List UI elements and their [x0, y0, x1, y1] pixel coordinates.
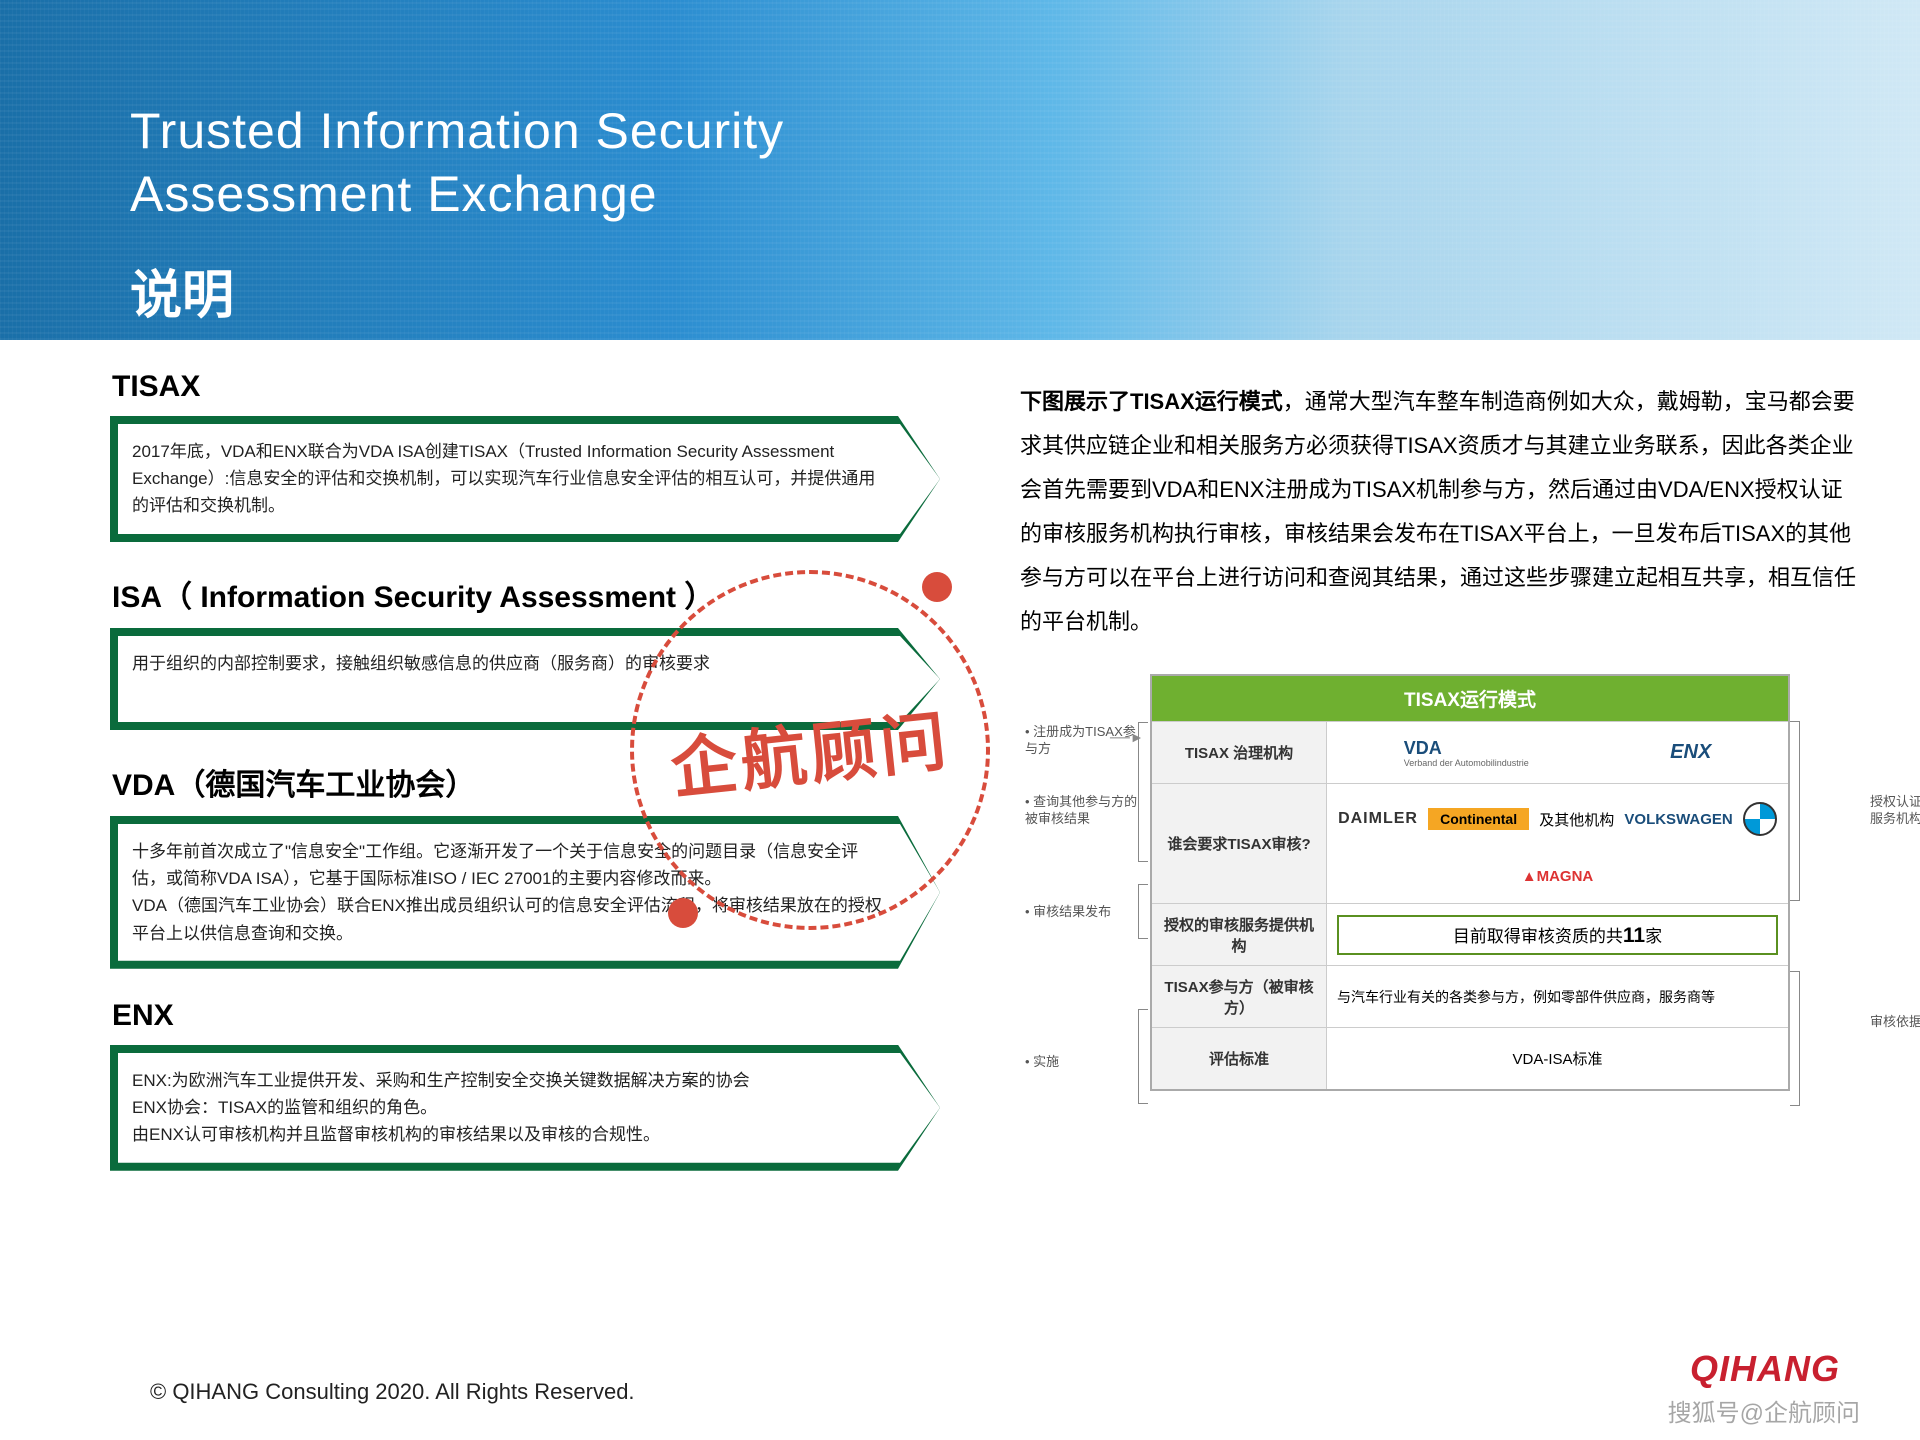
- bracket-right-2: [1790, 971, 1800, 1106]
- banner: Trusted Information Security Assessment …: [0, 0, 1920, 340]
- row-content-requesters: DAIMLER Continental 及其他机构 VOLKSWAGEN ▲MA…: [1327, 784, 1788, 903]
- footer: © QIHANG Consulting 2020. All Rights Res…: [0, 1379, 1920, 1405]
- section-title-isa: ISA（ Information Security Assessment ）: [112, 572, 950, 616]
- auditor-highlight: 目前取得审核资质的共11家: [1337, 915, 1778, 955]
- arrow-body-isa: 用于组织的内部控制要求，接触组织敏感信息的供应商（服务商）的审核要求: [118, 636, 940, 722]
- annot-audit-basis: 审核依据: [1870, 1014, 1920, 1031]
- diagram-header: TISAX运行模式: [1152, 676, 1788, 721]
- logo-magna: ▲MAGNA: [1522, 868, 1594, 885]
- row-label-standard: 评估标准: [1152, 1028, 1327, 1089]
- row-label-requesters: 谁会要求TISAX审核?: [1152, 784, 1327, 903]
- row-label-governance: TISAX 治理机构: [1152, 722, 1327, 783]
- vda-body-1: 十多年前首次成立了"信息安全"工作组。它逐渐开发了一个关于信息安全的问题目录（信…: [132, 842, 858, 888]
- diagram-row-participants: TISAX参与方（被审核方） 与汽车行业有关的各类参与方，例如零部件供应商，服务…: [1152, 965, 1788, 1027]
- bracket-left-2: [1138, 884, 1148, 939]
- row-content-standard: VDA-ISA标准: [1327, 1028, 1788, 1089]
- annot-implement: 实施: [1025, 1054, 1140, 1071]
- row-content-participants: 与汽车行业有关的各类参与方，例如零部件供应商，服务商等: [1327, 966, 1788, 1027]
- annot-query: 查询其他参与方的被审核结果: [1025, 794, 1140, 828]
- right-column: 下图展示了TISAX运行模式，通常大型汽车整车制造商例如大众，戴姆勒，宝马都会要…: [1020, 370, 1860, 1201]
- section-title-vda: VDA（德国汽车工业协会）: [112, 760, 950, 804]
- content-area: TISAX 2017年底，VDA和ENX联合为VDA ISA创建TISAX（Tr…: [0, 340, 1920, 1201]
- section-title-tisax: TISAX: [112, 370, 950, 404]
- enx-body-3: 由ENX认可审核机构并且监督审核机构的审核结果以及审核的合规性。: [132, 1125, 660, 1144]
- logo-continental: Continental: [1428, 808, 1529, 830]
- diagram-row-auditors: 授权的审核服务提供机构 目前取得审核资质的共11家: [1152, 903, 1788, 965]
- bracket-left-1: [1138, 722, 1148, 862]
- annot-publish: 审核结果发布: [1025, 904, 1140, 921]
- row-label-participants: TISAX参与方（被审核方）: [1152, 966, 1327, 1027]
- sohu-watermark: 搜狐号@企航顾问: [1668, 1393, 1860, 1428]
- row-label-auditors: 授权的审核服务提供机构: [1152, 904, 1327, 965]
- arrow-box-isa: 用于组织的内部控制要求，接触组织敏感信息的供应商（服务商）的审核要求: [110, 628, 940, 730]
- annot-auth-audit: 授权认证的审核服务机构: [1870, 794, 1920, 828]
- section-tisax: TISAX 2017年底，VDA和ENX联合为VDA ISA创建TISAX（Tr…: [110, 370, 950, 542]
- row-content-auditors: 目前取得审核资质的共11家: [1327, 904, 1788, 965]
- section-enx: ENX ENX:为欧洲汽车工业提供开发、采购和生产控制安全交换关键数据解决方案的…: [110, 999, 950, 1171]
- logo-daimler: DAIMLER: [1338, 810, 1418, 828]
- left-column: TISAX 2017年底，VDA和ENX联合为VDA ISA创建TISAX（Tr…: [110, 370, 950, 1201]
- right-paragraph-body: ，通常大型汽车整车制造商例如大众，戴姆勒，宝马都会要求其供应链企业和相关服务方必…: [1020, 389, 1856, 634]
- arrow-box-vda: 十多年前首次成立了"信息安全"工作组。它逐渐开发了一个关于信息安全的问题目录（信…: [110, 816, 940, 969]
- enx-body-1: ENX:为欧洲汽车工业提供开发、采购和生产控制安全交换关键数据解决方案的协会: [132, 1071, 750, 1090]
- highlight-post: 家: [1645, 927, 1662, 946]
- section-title-enx: ENX: [112, 999, 950, 1033]
- logo-enx: ENX: [1670, 741, 1711, 764]
- row-content-governance: VDA Verband der Automobilindustrie ENX: [1327, 722, 1788, 783]
- bracket-right-1: [1790, 721, 1800, 901]
- banner-title-line2: Assessment Exchange: [130, 166, 658, 222]
- bracket-left-3: [1138, 1009, 1148, 1104]
- tisax-diagram: 注册成为TISAX参与方 ──► 查询其他参与方的被审核结果 审核结果发布 实施…: [1020, 674, 1860, 1091]
- arrow-body-enx: ENX:为欧洲汽车工业提供开发、采购和生产控制安全交换关键数据解决方案的协会 E…: [118, 1053, 940, 1163]
- section-vda: VDA（德国汽车工业协会） 十多年前首次成立了"信息安全"工作组。它逐渐开发了一…: [110, 760, 950, 969]
- highlight-pre: 目前取得审核资质的共: [1453, 927, 1623, 946]
- enx-body-2: ENX协会：TISAX的监管和组织的角色。: [132, 1098, 437, 1117]
- copyright-text: © QIHANG Consulting 2020. All Rights Res…: [150, 1379, 1920, 1405]
- banner-title: Trusted Information Security Assessment …: [130, 100, 1920, 225]
- banner-subtitle: 说明: [130, 253, 1920, 328]
- arrow-box-enx: ENX:为欧洲汽车工业提供开发、采购和生产控制安全交换关键数据解决方案的协会 E…: [110, 1045, 940, 1171]
- qihang-logo: QIHANG: [1690, 1348, 1840, 1390]
- right-paragraph: 下图展示了TISAX运行模式，通常大型汽车整车制造商例如大众，戴姆勒，宝马都会要…: [1020, 380, 1860, 644]
- diagram-row-governance: TISAX 治理机构 VDA Verband der Automobilindu…: [1152, 721, 1788, 783]
- arrow-box-tisax: 2017年底，VDA和ENX联合为VDA ISA创建TISAX（Trusted …: [110, 416, 940, 542]
- arrow-body-vda: 十多年前首次成立了"信息安全"工作组。它逐渐开发了一个关于信息安全的问题目录（信…: [118, 824, 940, 961]
- banner-title-line1: Trusted Information Security: [130, 103, 784, 159]
- logo-vda-text: VDA: [1404, 738, 1442, 758]
- diagram-row-requesters: 谁会要求TISAX审核? DAIMLER Continental 及其他机构 V…: [1152, 783, 1788, 903]
- logo-bmw-icon: [1743, 802, 1777, 836]
- logo-vw: VOLKSWAGEN: [1624, 811, 1732, 828]
- diagram-main: TISAX运行模式 TISAX 治理机构 VDA Verband der Aut…: [1150, 674, 1790, 1091]
- highlight-num: 11: [1623, 924, 1645, 947]
- logo-other: 及其他机构: [1539, 809, 1614, 830]
- logo-vda-sub: Verband der Automobilindustrie: [1404, 759, 1529, 768]
- section-isa: ISA（ Information Security Assessment ） 用…: [110, 572, 950, 730]
- logo-vda: VDA Verband der Automobilindustrie: [1404, 738, 1529, 768]
- right-lead-bold: 下图展示了TISAX运行模式: [1020, 389, 1283, 414]
- vda-body-2: VDA（德国汽车工业协会）联合ENX推出成员组织认可的信息安全评估流程，将审核结…: [132, 896, 882, 942]
- diagram-row-standard: 评估标准 VDA-ISA标准: [1152, 1027, 1788, 1089]
- arrow-body-tisax: 2017年底，VDA和ENX联合为VDA ISA创建TISAX（Trusted …: [118, 424, 940, 534]
